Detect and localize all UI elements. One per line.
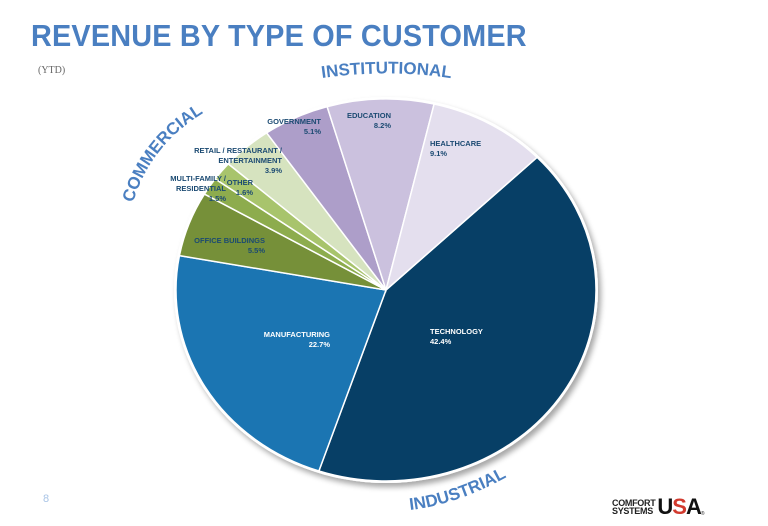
page-title: REVENUE BY TYPE OF CUSTOMER (31, 18, 527, 53)
pie-slices (175, 98, 597, 482)
slice-label: TECHNOLOGY 42.4% (430, 327, 483, 346)
pie-slice-healthcare (384, 103, 539, 293)
pie-slice-manufacturing (175, 254, 388, 472)
logo-u: U (657, 494, 673, 519)
slice-label: RETAIL / RESTAURANT / ENTERTAINMENT 3.9% (194, 146, 283, 175)
logo-s-swirl-icon: S (672, 494, 687, 519)
page-number: 8 (43, 493, 50, 505)
logo-line1: COMFORT (612, 498, 656, 508)
slice-label: GOVERNMENT 5.1% (267, 117, 321, 136)
logo-wordmark: COMFORT SYSTEMS (612, 498, 656, 516)
logo-usa: USA (657, 494, 702, 520)
logo-a: A (685, 494, 702, 519)
pie-slice-technology (317, 156, 597, 482)
slice-label: EDUCATION 8.2% (347, 111, 391, 130)
page-subtitle: (YTD) (38, 65, 66, 76)
slice-label: HEALTHCARE 9.1% (430, 139, 481, 158)
pie-slice-education (326, 98, 436, 293)
company-logo: COMFORT SYSTEMS USA ® (612, 494, 705, 520)
slice-label: OFFICE BUILDINGS 5.5% (194, 236, 265, 255)
registered-mark: ® (700, 511, 705, 517)
group-label-institutional: INSTITUTIONAL (320, 58, 453, 82)
slice-labels: TECHNOLOGY 42.4% MANUFACTURING 22.7% OFFICE … (170, 111, 483, 349)
slice-label: MANUFACTURING 22.7% (264, 330, 331, 349)
slice-label: MULTI-FAMILY / RESIDENTIAL 1.5% (170, 174, 227, 203)
slice-label: OTHER 1.6% (227, 178, 254, 197)
logo-line2: SYSTEMS (612, 506, 653, 516)
